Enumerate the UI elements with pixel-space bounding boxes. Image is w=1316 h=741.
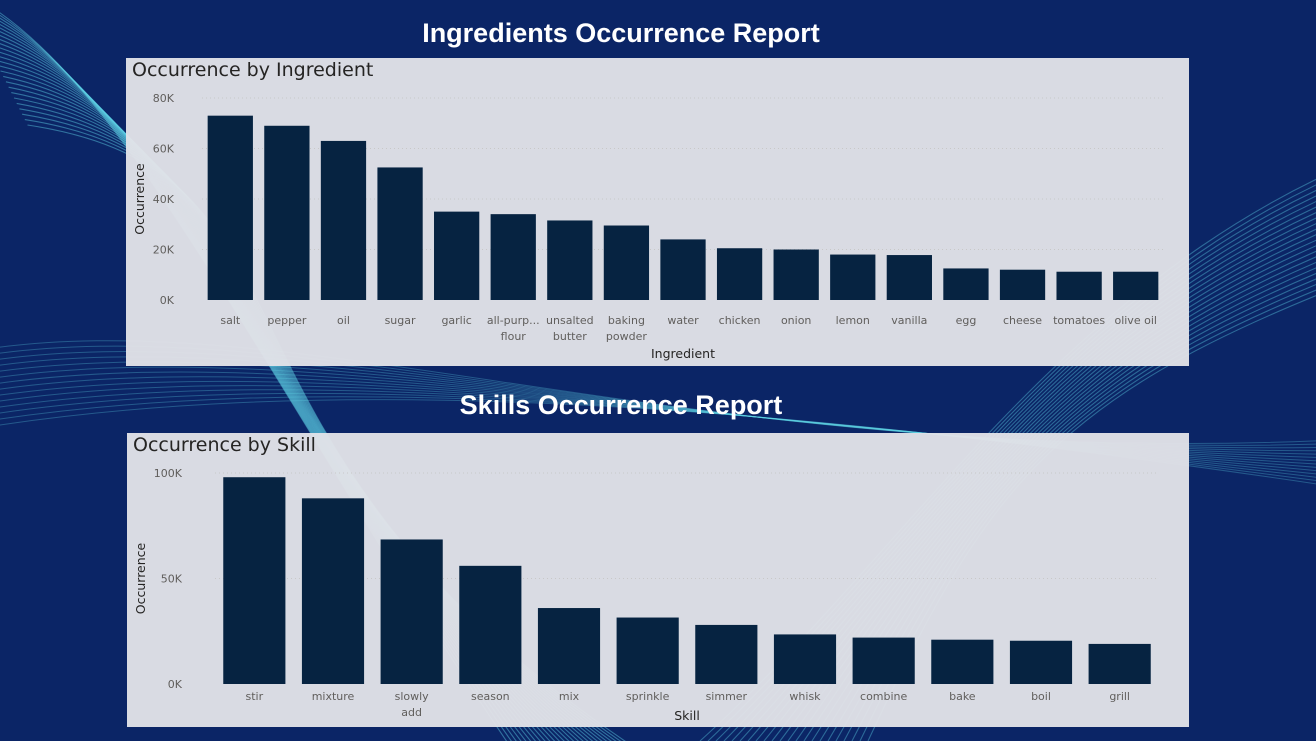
y-tick-label: 60K [153, 143, 175, 156]
x-tick-label: stir [246, 690, 264, 703]
x-tick-label: pepper [267, 314, 306, 327]
bar[interactable] [773, 634, 837, 684]
skill-bar-chart: 0K 50K 100K Occurrence stir mixture slowly add s… [133, 467, 1159, 723]
x-tick-label: sprinkle [626, 690, 670, 703]
y-tick-label: 50K [161, 573, 183, 586]
x-axis-title: Skill [674, 708, 700, 723]
x-tick-label: slowly [395, 690, 430, 703]
x-tick-label: mix [559, 690, 580, 703]
bar[interactable] [886, 255, 932, 300]
bar[interactable] [931, 639, 994, 684]
y-tick-label: 0K [168, 678, 183, 691]
x-tick-label: chicken [719, 314, 761, 327]
ingredient-chart-panel: Occurrence by Ingredient 0K 20K 40K 60K 80K O… [126, 58, 1189, 366]
bar[interactable] [537, 608, 601, 684]
x-tick-label: water [667, 314, 699, 327]
bar[interactable] [603, 225, 650, 300]
x-tick-label: oil [337, 314, 350, 327]
bar[interactable] [434, 211, 480, 300]
y-axis-title: Occurrence [132, 163, 147, 235]
x-tick-label: butter [553, 330, 587, 343]
x-tick-label: all-purp... [487, 314, 540, 327]
bar[interactable] [377, 167, 423, 300]
ingredient-chart-title: Occurrence by Ingredient [132, 59, 374, 81]
x-tick-label: season [471, 690, 510, 703]
bar[interactable] [660, 239, 706, 300]
x-tick-label: powder [606, 330, 647, 343]
x-tick-label: simmer [706, 690, 748, 703]
x-tick-label: salt [220, 314, 241, 327]
bar[interactable] [852, 637, 915, 684]
bar[interactable] [830, 254, 876, 300]
bar[interactable] [380, 539, 443, 684]
x-tick-label: flour [501, 330, 527, 343]
x-tick-label: bake [949, 690, 976, 703]
bar[interactable] [490, 214, 536, 300]
ingredients-report-title: Ingredients Occurrence Report [422, 18, 820, 48]
x-tick-label: whisk [789, 690, 821, 703]
y-tick-label: 40K [153, 193, 175, 206]
bar[interactable] [207, 115, 253, 300]
y-tick-label: 0K [160, 294, 175, 307]
skills-report-title: Skills Occurrence Report [459, 390, 783, 420]
x-tick-label: grill [1109, 690, 1130, 703]
x-tick-label: cheese [1003, 314, 1042, 327]
bar[interactable] [320, 140, 367, 300]
skill-chart-title: Occurrence by Skill [133, 434, 316, 456]
bar[interactable] [1113, 271, 1159, 300]
x-tick-label: lemon [836, 314, 870, 327]
x-tick-label: tomatoes [1053, 314, 1105, 327]
x-axis-title: Ingredient [651, 346, 715, 361]
bar[interactable] [1088, 643, 1151, 684]
x-tick-label: olive oil [1114, 314, 1156, 327]
y-tick-label: 80K [153, 92, 175, 105]
bar[interactable] [459, 565, 522, 684]
bar[interactable] [223, 477, 286, 684]
x-tick-label: egg [956, 314, 977, 327]
x-tick-label: onion [781, 314, 811, 327]
bar[interactable] [1056, 271, 1102, 300]
bar[interactable] [301, 498, 365, 684]
x-tick-label: baking [608, 314, 645, 327]
y-tick-label: 20K [153, 244, 175, 257]
bar[interactable] [264, 125, 310, 301]
x-tick-label: vanilla [891, 314, 927, 327]
x-tick-label: boil [1031, 690, 1051, 703]
bar[interactable] [773, 249, 819, 301]
x-tick-label: mixture [312, 690, 355, 703]
bar[interactable] [1009, 640, 1073, 684]
bar[interactable] [695, 624, 758, 684]
ingredient-bar-chart: 0K 20K 40K 60K 80K Occurrence salt pepper oil sug… [132, 92, 1164, 361]
y-axis-title: Occurrence [133, 542, 148, 614]
x-tick-label: combine [860, 690, 908, 703]
bar[interactable] [716, 248, 763, 300]
bar[interactable] [943, 268, 989, 300]
bar[interactable] [547, 220, 593, 300]
skill-chart-panel: Occurrence by Skill 0K 50K 100K Occurrence s… [127, 433, 1189, 727]
x-tick-label: garlic [441, 314, 471, 327]
x-tick-label: add [401, 706, 422, 719]
bar[interactable] [616, 617, 679, 684]
y-tick-label: 100K [154, 467, 183, 480]
x-tick-label: unsalted [546, 314, 594, 327]
bar[interactable] [999, 269, 1046, 300]
x-tick-label: sugar [385, 314, 416, 327]
